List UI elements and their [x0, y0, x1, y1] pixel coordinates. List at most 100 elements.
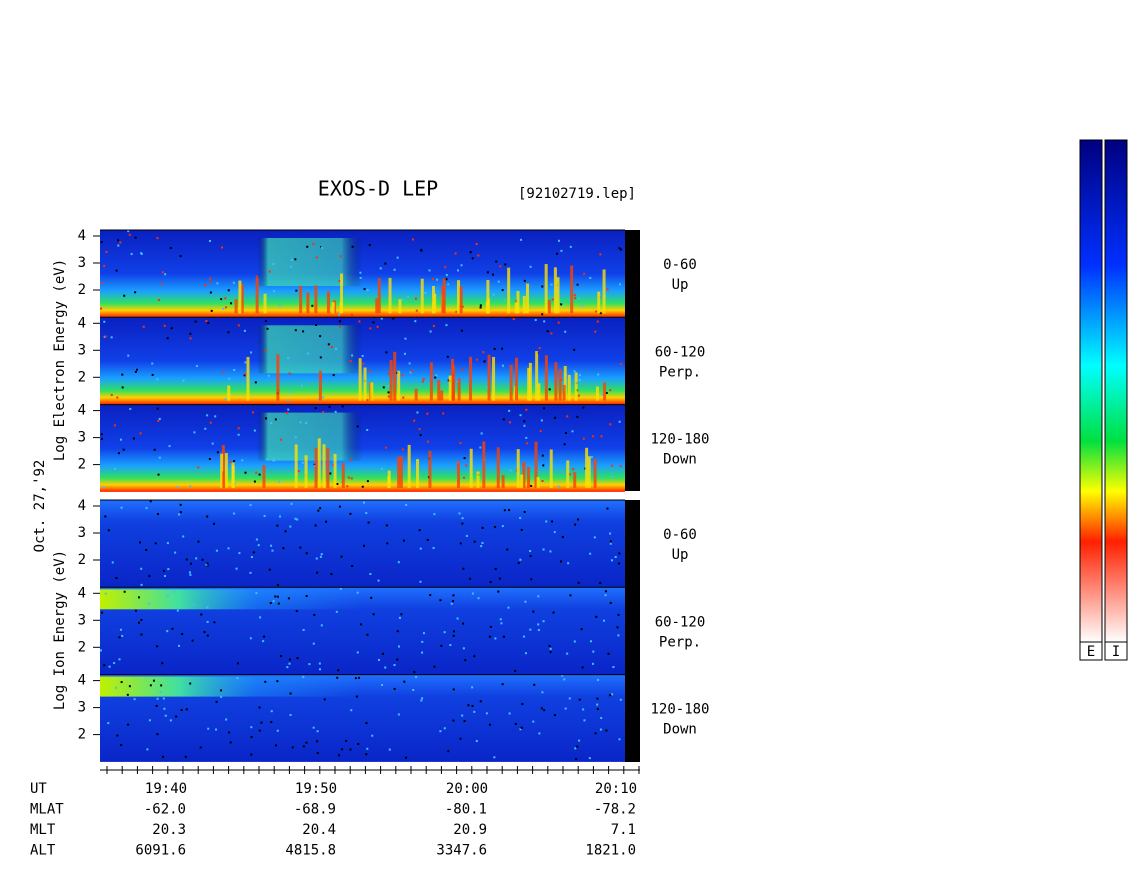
- energy-tick-label: 4: [78, 585, 86, 601]
- speckle: [404, 756, 407, 759]
- speckle: [328, 405, 331, 408]
- speckle: [607, 652, 610, 655]
- speckle: [506, 548, 509, 551]
- energy-tick-label: 3: [78, 700, 86, 716]
- speckle: [134, 291, 137, 294]
- speckle: [316, 751, 319, 754]
- speckle: [320, 246, 323, 249]
- speckle: [272, 459, 275, 462]
- speckle: [599, 728, 602, 731]
- orbit-value: 7.1: [611, 822, 636, 838]
- speckle: [227, 331, 230, 334]
- speckle: [356, 425, 359, 428]
- speckle: [482, 351, 485, 354]
- orbit-value: -62.0: [144, 802, 186, 818]
- speckle: [605, 391, 608, 394]
- speckle: [366, 399, 369, 402]
- speckle: [338, 279, 341, 282]
- spike: [574, 372, 578, 401]
- speckle: [449, 644, 452, 647]
- speckle: [396, 630, 399, 633]
- speckle: [609, 423, 612, 426]
- speckle: [596, 703, 599, 706]
- speckle: [418, 475, 421, 478]
- speckle: [137, 596, 140, 599]
- speckle: [580, 628, 583, 631]
- spike: [399, 456, 403, 488]
- speckle: [432, 324, 435, 327]
- speckle: [467, 704, 470, 707]
- speckle: [366, 480, 369, 483]
- speckle: [229, 741, 232, 744]
- speckle: [155, 704, 158, 707]
- speckle: [178, 644, 181, 647]
- speckle: [157, 419, 160, 422]
- speckle: [494, 637, 497, 640]
- spike: [485, 301, 489, 314]
- speckle: [270, 422, 273, 425]
- energy-tick-label: 3: [78, 342, 86, 358]
- speckle: [576, 745, 579, 748]
- speckle: [369, 327, 372, 330]
- spike: [534, 441, 538, 488]
- speckle: [169, 719, 172, 722]
- spike: [393, 351, 397, 401]
- speckle: [590, 456, 593, 459]
- speckle: [405, 503, 408, 506]
- spike: [456, 280, 460, 314]
- speckle: [356, 591, 359, 594]
- speckle: [541, 313, 544, 316]
- speckle: [359, 271, 362, 274]
- speckle: [139, 541, 142, 544]
- speckle: [386, 384, 389, 387]
- speckle: [597, 373, 600, 376]
- speckle: [480, 545, 483, 548]
- speckle: [572, 468, 575, 471]
- speckle: [153, 448, 156, 451]
- speckle: [361, 354, 364, 357]
- speckle: [517, 561, 520, 564]
- speckle: [483, 360, 486, 363]
- speckle: [244, 471, 247, 474]
- spike: [227, 385, 231, 401]
- spike: [432, 286, 436, 314]
- spike: [451, 365, 455, 401]
- speckle: [250, 556, 253, 559]
- speckle: [287, 399, 290, 402]
- speckle: [537, 629, 540, 632]
- speckle: [612, 666, 615, 669]
- speckle: [582, 708, 585, 711]
- speckle: [169, 247, 172, 250]
- speckle: [407, 295, 410, 298]
- speckle: [420, 248, 423, 251]
- speckle: [553, 714, 556, 717]
- speckle: [610, 559, 613, 562]
- spike: [573, 471, 577, 488]
- speckle: [241, 459, 244, 462]
- speckle: [301, 461, 304, 464]
- speckle: [149, 684, 152, 687]
- speckle: [327, 343, 330, 346]
- speckle: [296, 518, 299, 521]
- speckle: [509, 421, 512, 424]
- speckle: [605, 729, 608, 732]
- speckle: [576, 415, 579, 418]
- speckle: [158, 417, 161, 420]
- speckle: [206, 634, 209, 637]
- speckle: [357, 742, 360, 745]
- speckle: [166, 542, 169, 545]
- speckle: [120, 681, 123, 684]
- spike: [318, 370, 322, 401]
- speckle: [420, 699, 423, 702]
- speckle: [227, 731, 230, 734]
- speckle: [618, 552, 621, 555]
- panel-angle: 60-120: [655, 344, 706, 360]
- speckle: [561, 674, 564, 677]
- energy-tick-label: 4: [78, 498, 86, 514]
- speckle: [195, 557, 198, 560]
- speckle: [583, 272, 586, 275]
- spike: [414, 388, 418, 401]
- speckle: [213, 522, 216, 525]
- speckle: [166, 594, 169, 597]
- speckle: [206, 620, 209, 623]
